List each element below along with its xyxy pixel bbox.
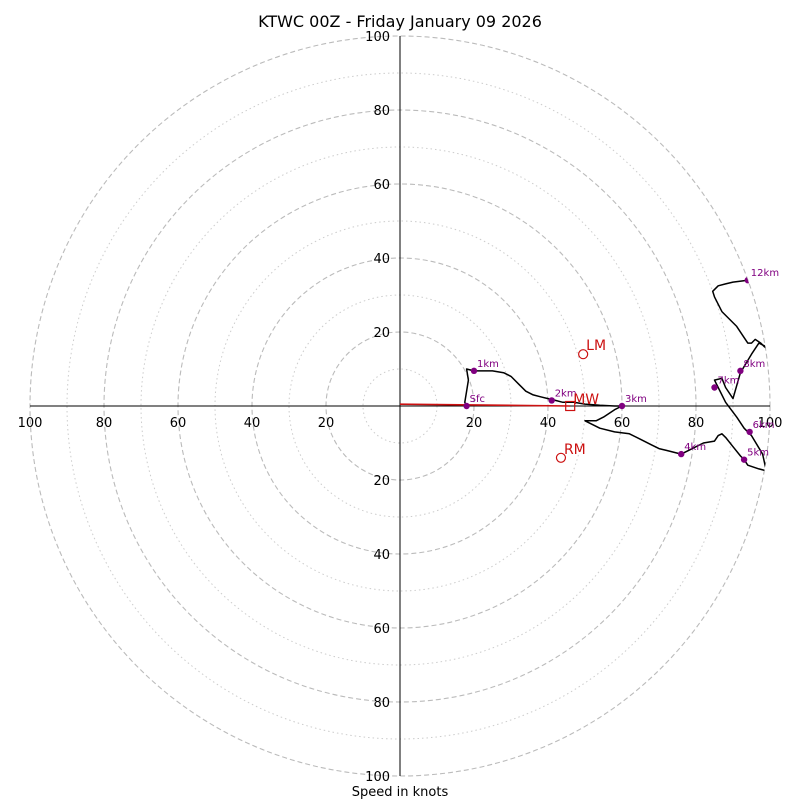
x-tick-label: 20 — [466, 416, 483, 431]
lm-marker — [578, 349, 589, 360]
clipped-plot — [399, 277, 770, 472]
height-label: 4km — [684, 442, 706, 453]
x-tick-label: 100 — [18, 416, 43, 431]
height-point-2km — [548, 397, 555, 404]
height-label: 8km — [743, 359, 765, 370]
x-tick-label: 20 — [318, 416, 335, 431]
y-tick-label: 40 — [373, 252, 390, 267]
height-point-1km — [470, 367, 478, 375]
x-tick-label: 40 — [244, 416, 261, 431]
mw-marker — [565, 400, 576, 412]
height-point-5km — [740, 456, 748, 463]
x-tick-label: 60 — [614, 416, 631, 431]
y-tick-label: 40 — [373, 548, 390, 563]
height-label: 5km — [747, 448, 769, 459]
height-point-4km — [678, 450, 685, 458]
x-tick-label: 60 — [170, 416, 187, 431]
lm-label: LM — [586, 338, 606, 354]
rm-label: RM — [564, 442, 586, 458]
tick-labels: 100 80 60 40 20 20 40 60 80 100 100 80 60 40 20 20 40 60 8… — [18, 30, 783, 785]
height-label: 2km — [555, 388, 577, 399]
x-axis-label: Speed in knots — [352, 785, 449, 800]
y-tick-label: 20 — [373, 326, 390, 341]
axes — [30, 36, 770, 776]
y-tick-label: 100 — [365, 30, 390, 45]
x-tick-label: 40 — [540, 416, 557, 431]
height-label: 3km — [625, 394, 647, 405]
height-point-7km — [711, 384, 718, 391]
rm-marker — [555, 452, 567, 463]
x-tick-label: 80 — [96, 416, 113, 431]
y-tick-label: 80 — [373, 696, 390, 711]
x-tick-label: 80 — [688, 416, 705, 431]
height-label: 6km — [753, 420, 775, 431]
height-point-3km — [618, 402, 626, 410]
mean-wind-vector — [399, 403, 571, 407]
height-label: 1km — [477, 359, 499, 370]
y-tick-label: 100 — [365, 770, 390, 785]
height-label: 12km — [751, 268, 779, 279]
height-label: 7km — [718, 376, 740, 387]
height-label: Sfc — [470, 394, 485, 405]
height-point-Sfc — [463, 402, 470, 410]
hodograph-trace — [464, 279, 770, 472]
y-tick-label: 60 — [373, 178, 390, 193]
y-tick-label: 60 — [373, 622, 390, 637]
height-point-8km — [737, 367, 744, 375]
y-tick-label: 20 — [373, 474, 390, 489]
mw-label: MW — [573, 392, 599, 408]
height-point-6km — [746, 428, 753, 436]
x-tick-label: 100 — [758, 416, 783, 431]
chart-title: KTWC 00Z - Friday January 09 2026 — [258, 12, 542, 31]
y-tick-label: 80 — [373, 104, 390, 119]
